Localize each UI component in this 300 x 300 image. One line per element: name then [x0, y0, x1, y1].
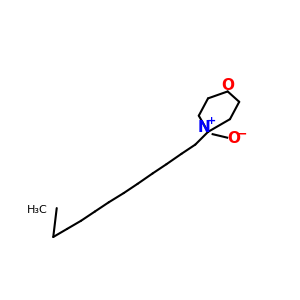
Text: O: O	[227, 131, 240, 146]
Text: N: N	[197, 120, 210, 135]
Text: +: +	[207, 116, 216, 127]
Text: −: −	[237, 127, 247, 140]
Text: O: O	[221, 78, 234, 93]
Text: H₃C: H₃C	[27, 206, 47, 215]
